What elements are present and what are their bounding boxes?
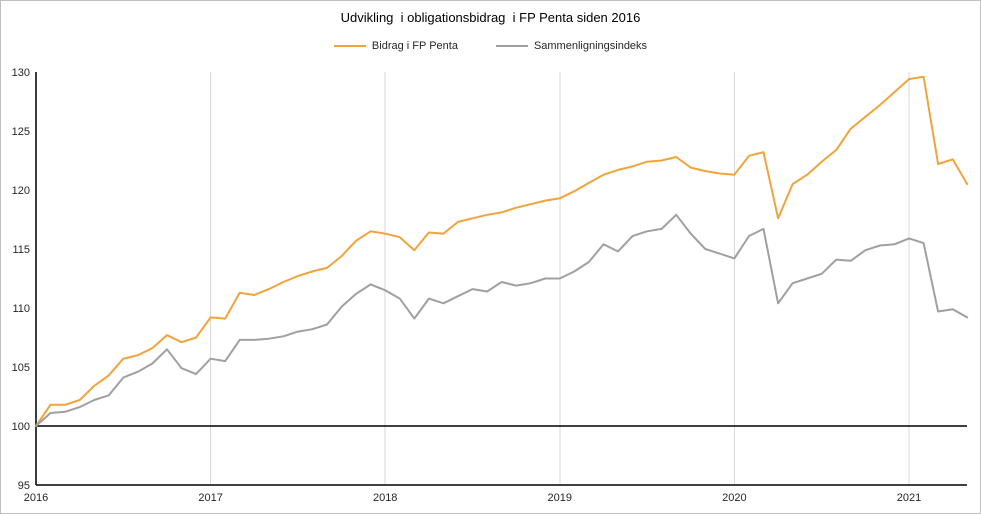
y-tick-label-120: 120 [12,185,30,197]
legend-swatch-sammenligningsindeks-line [495,45,528,47]
y-tick-label-110: 110 [12,303,30,315]
legend-swatch-bidrag-line [333,45,366,47]
x-tick-label-2016: 2016 [24,492,48,504]
legend-item-sammenligningsindeks: Sammenligningsindeks [495,40,648,52]
y-tick-label-125: 125 [12,126,30,138]
series-line-bidrag-i-fp-penta [35,75,969,427]
y-tick-label-105: 105 [12,362,30,374]
chart-title: Udvikling i obligationsbidrag i FP Penta… [340,10,641,25]
x-tick-label-2018: 2018 [373,492,397,504]
x-tick-label-2019: 2019 [548,492,572,504]
y-tick-label-130: 130 [12,67,30,79]
legend-label-bidrag: Bidrag i FP Penta [371,40,458,52]
y-tick-label-100: 100 [12,421,30,433]
y-tick-label-115: 115 [12,244,30,256]
series-line-sammenligningsindeks [35,213,969,427]
legend-label-sammenligningsindeks: Sammenligningsindeks [533,40,648,52]
x-tick-label-2021: 2021 [897,492,921,504]
y-tick-label-95: 95 [18,480,30,492]
x-tick-label-2017: 2017 [198,492,222,504]
legend-item-bidrag: Bidrag i FP Penta [333,40,458,52]
legend: Bidrag i FP Penta Sammenligningsindeks [1,40,980,52]
x-tick-label-2020: 2020 [722,492,746,504]
